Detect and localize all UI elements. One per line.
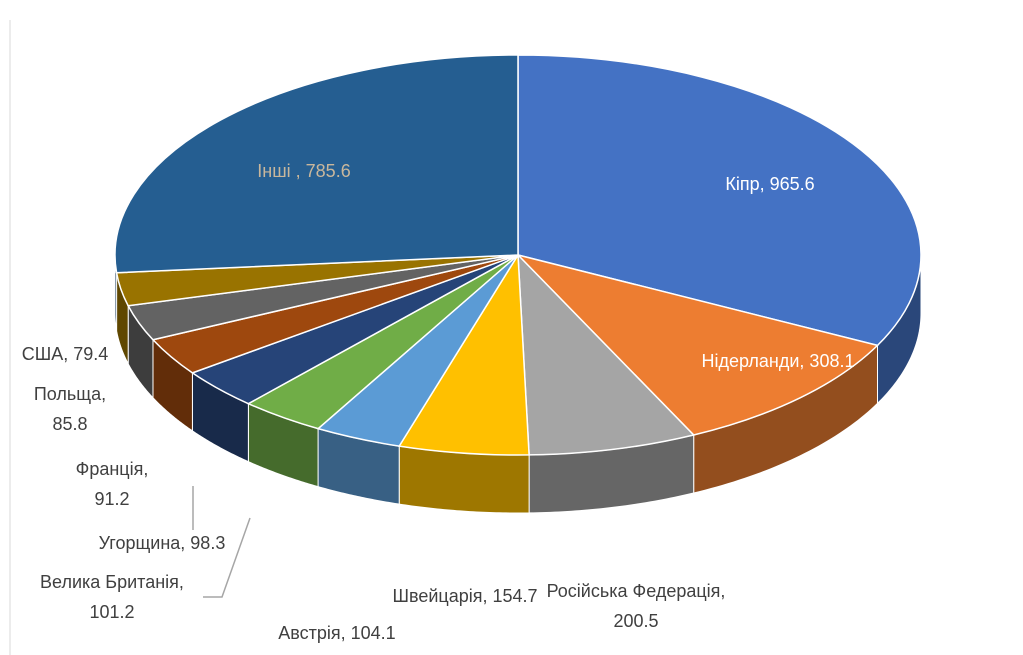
data-label-line: Франція, xyxy=(76,459,149,479)
data-label: США, 79.4 xyxy=(22,344,109,364)
data-label: Австрія, 104.1 xyxy=(278,623,395,643)
data-label: Російська Федерація, 200.5 xyxy=(547,581,726,631)
data-label: Франція, 91.2 xyxy=(76,459,149,509)
data-label-line: Польща, xyxy=(34,384,106,404)
data-label-line: 85.8 xyxy=(52,414,87,434)
slice xyxy=(114,54,519,274)
slice xyxy=(515,253,879,436)
slice xyxy=(517,54,922,347)
leader-line xyxy=(203,517,251,598)
data-label: Польща, 85.8 xyxy=(34,384,106,434)
slice xyxy=(517,253,696,456)
data-label: Велика Британія, 101.2 xyxy=(40,572,184,622)
data-label: Інші , 785.6 xyxy=(257,161,350,181)
data-label: Кіпр, 965.6 xyxy=(725,174,814,194)
data-label-line: 91.2 xyxy=(94,489,129,509)
data-label-line: Велика Британія, xyxy=(40,572,184,592)
data-label-line: Російська Федерація, xyxy=(547,581,726,601)
data-label: Швейцарія, 154.7 xyxy=(392,586,537,606)
data-label: Угорщина, 98.3 xyxy=(99,533,226,553)
slice-side xyxy=(398,445,530,514)
data-label-line: 200.5 xyxy=(613,611,658,631)
data-label: Нідерланди, 308.1 xyxy=(702,351,855,371)
data-label-line: 101.2 xyxy=(89,602,134,622)
